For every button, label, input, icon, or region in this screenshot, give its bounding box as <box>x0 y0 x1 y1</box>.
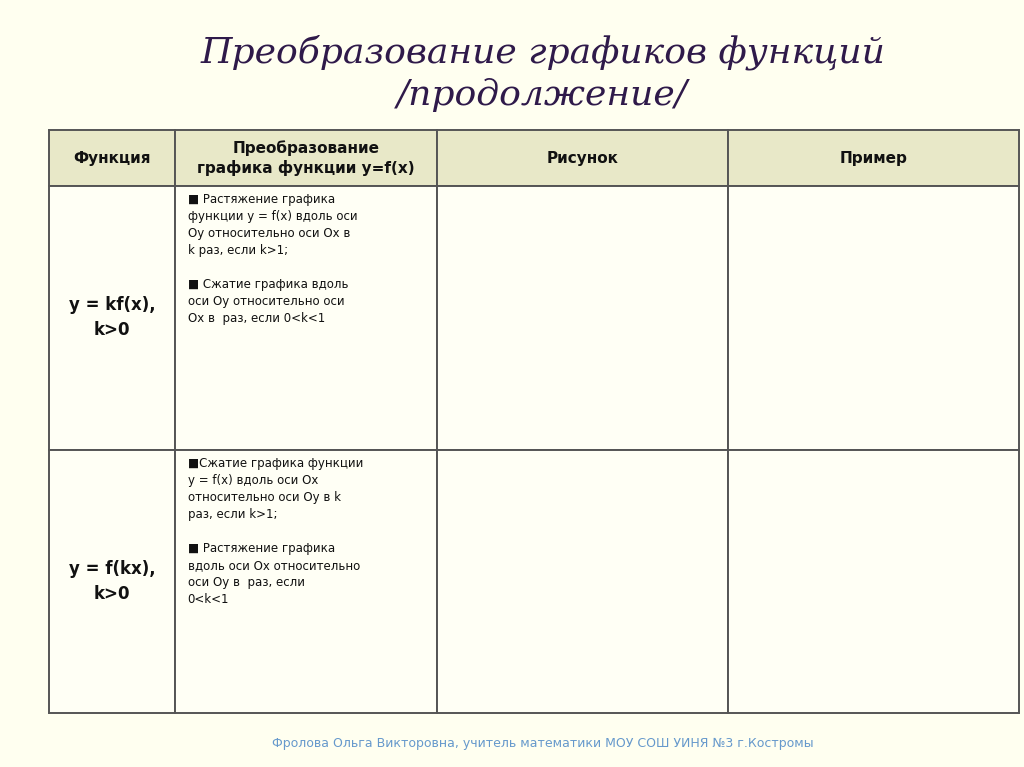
Text: 0: 0 <box>753 604 759 614</box>
Text: y = kf(x),: y = kf(x), <box>616 296 659 305</box>
Text: -π: -π <box>767 331 776 341</box>
Text: y = f(kx),
k>0: y = f(kx), k>0 <box>69 560 156 603</box>
Text: 0<k<1: 0<k<1 <box>450 504 481 513</box>
Text: 0<k<1: 0<k<1 <box>616 313 648 321</box>
Text: 0: 0 <box>577 328 583 338</box>
Text: ■Сжатие графика функции
y = f(x) вдоль оси Ох
относительно оси Оу в k
раз, если : ■Сжатие графика функции y = f(x) вдоль о… <box>187 457 362 606</box>
Text: π: π <box>848 605 854 615</box>
Text: y = kf(x),: y = kf(x), <box>450 223 492 232</box>
Text: y: y <box>579 469 585 479</box>
Text: -2: -2 <box>849 397 859 407</box>
Text: y=f(x),: y=f(x), <box>613 271 644 280</box>
Text: y = kf(x),
k>0: y = kf(x), k>0 <box>69 296 156 339</box>
Text: Пример: Пример <box>840 150 907 166</box>
Text: Фролова Ольга Викторовна, учитель математики МОУ СОШ УИНЯ №3 г.Костромы: Фролова Ольга Викторовна, учитель матема… <box>272 738 813 750</box>
Text: y=f(x): y=f(x) <box>590 504 618 513</box>
Text: ■ Растяжение графика
функции y = f(x) вдоль оси
Оу относительно оси Ох в
k раз, : ■ Растяжение графика функции y = f(x) вд… <box>187 193 357 325</box>
Text: -1: -1 <box>849 355 859 365</box>
Text: y: y <box>762 469 769 479</box>
Text: 0: 0 <box>574 594 581 604</box>
Text: Рисунок: Рисунок <box>547 150 618 166</box>
Text: y: y <box>873 205 880 215</box>
Text: y = f(kx),: y = f(kx), <box>450 487 492 496</box>
Text: π: π <box>957 331 964 341</box>
Text: 0: 0 <box>869 328 876 337</box>
Text: x: x <box>713 330 719 340</box>
Text: k>1: k>1 <box>476 683 495 692</box>
Text: y: y <box>579 205 585 215</box>
Text: Функция: Функция <box>74 150 151 166</box>
Text: y = 2cos x: y = 2cos x <box>921 221 979 231</box>
Text: 2π: 2π <box>948 605 961 615</box>
Text: y = sin 2x: y = sin 2x <box>759 481 815 491</box>
Text: y = cos x: y = cos x <box>935 268 987 278</box>
Text: x: x <box>713 596 719 606</box>
Text: Преобразование
графика функции y=f(x): Преобразование графика функции y=f(x) <box>198 140 415 176</box>
Text: y = sin 0,5x: y = sin 0,5x <box>854 481 921 491</box>
Text: y = sin x: y = sin x <box>863 673 912 683</box>
Text: y = f(kx),: y = f(kx), <box>476 666 518 675</box>
Text: x: x <box>1004 328 1010 338</box>
Text: x: x <box>997 601 1005 611</box>
Text: k>1: k>1 <box>450 238 468 247</box>
Text: Преобразование графиков функций
/продолжение/: Преобразование графиков функций /продолж… <box>201 34 885 112</box>
